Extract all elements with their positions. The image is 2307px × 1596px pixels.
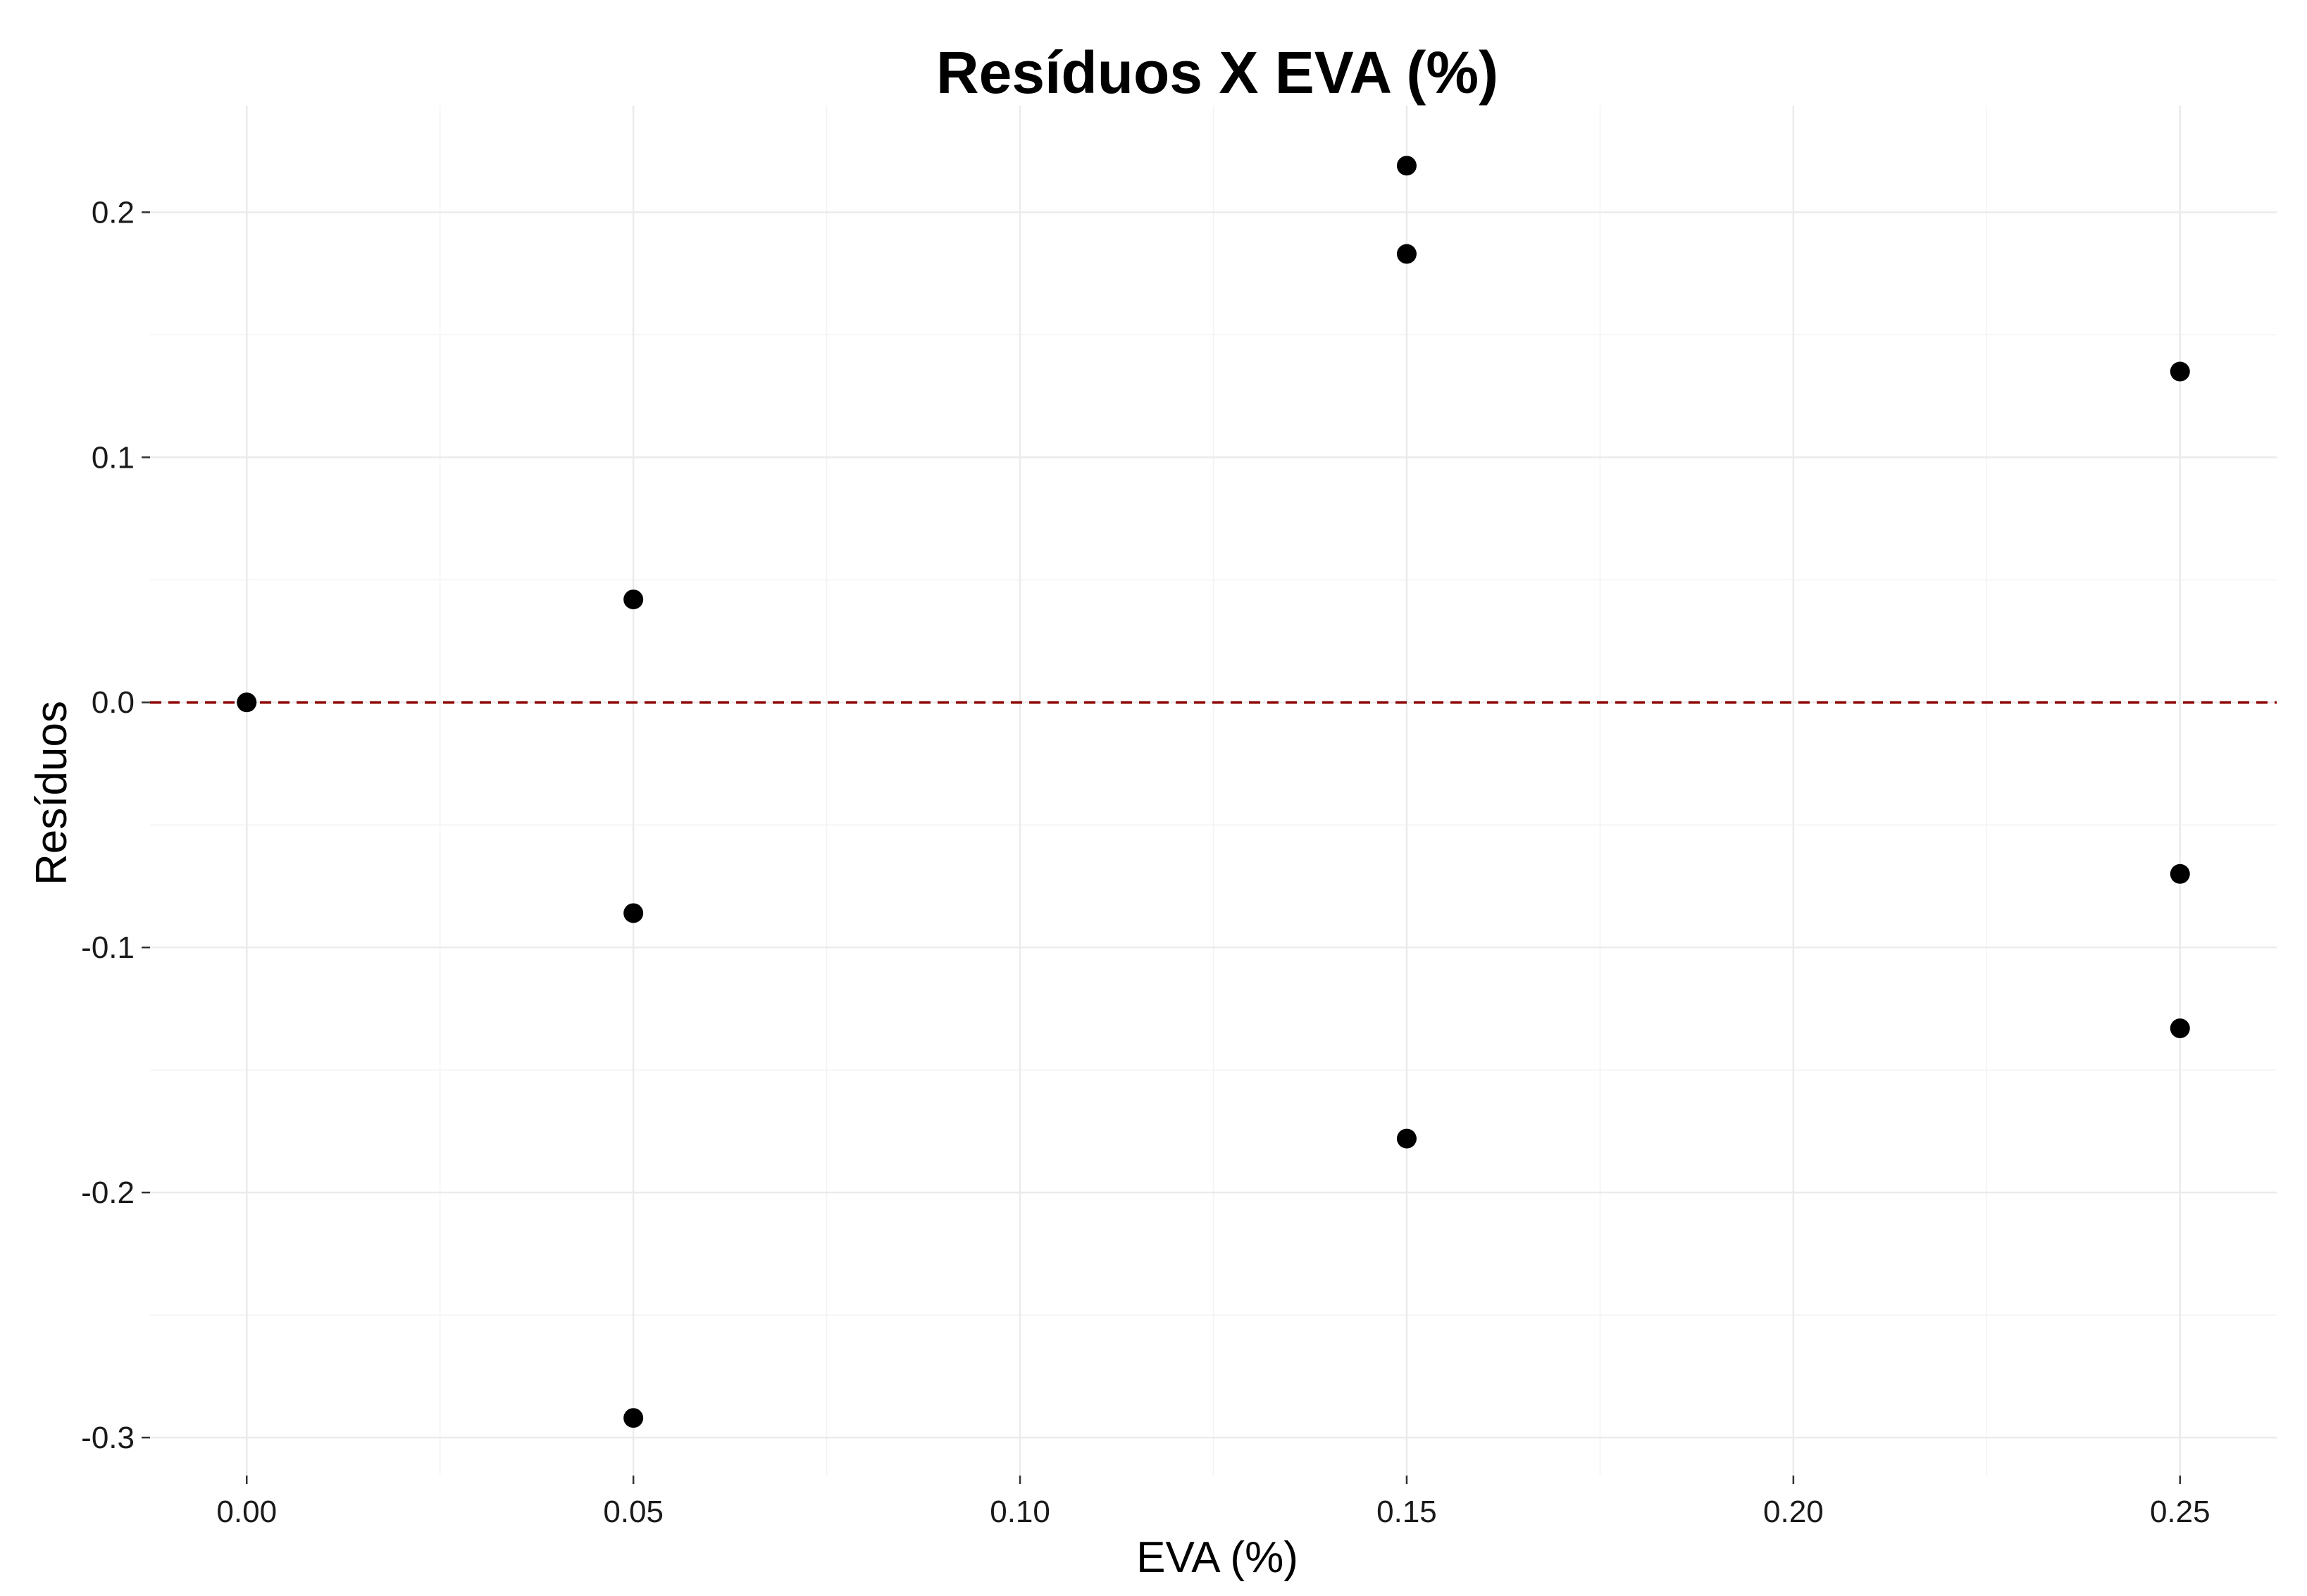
data-point: [237, 692, 257, 713]
data-point: [1396, 244, 1417, 264]
major-gridlines: [150, 106, 2277, 1476]
chart-title: Resíduos X EVA (%): [936, 39, 1498, 106]
x-tick-label: 0.00: [216, 1495, 277, 1529]
y-tick-label: -0.1: [81, 930, 135, 965]
x-tick-label: 0.10: [990, 1495, 1050, 1529]
y-axis-title: Resíduos: [27, 701, 76, 885]
x-tick-label: 0.05: [603, 1495, 664, 1529]
data-point: [1396, 156, 1417, 176]
minor-gridlines: [150, 106, 2277, 1476]
x-tick-label: 0.25: [2150, 1495, 2210, 1529]
data-point: [623, 903, 644, 923]
data-point: [1396, 1128, 1417, 1149]
data-point: [2170, 361, 2190, 382]
y-tick-label: -0.2: [81, 1176, 135, 1210]
data-point: [623, 1408, 644, 1428]
y-tick-label: 0.0: [92, 685, 135, 720]
data-point: [2170, 864, 2190, 884]
y-tick-label: 0.2: [92, 195, 135, 230]
x-axis-title: EVA (%): [1136, 1533, 1298, 1582]
x-axis-ticks: 0.00 0.05 0.10 0.15 0.20 0.25: [216, 1476, 2210, 1529]
data-point: [623, 590, 644, 610]
y-tick-label: 0.1: [92, 440, 135, 475]
x-tick-label: 0.15: [1376, 1495, 1437, 1529]
data-points: [237, 156, 2190, 1428]
data-point: [2170, 1018, 2190, 1039]
x-tick-label: 0.20: [1763, 1495, 1824, 1529]
y-axis-ticks: -0.3 -0.2 -0.1 0.0 0.1 0.2: [81, 195, 150, 1455]
y-tick-label: -0.3: [81, 1421, 135, 1455]
